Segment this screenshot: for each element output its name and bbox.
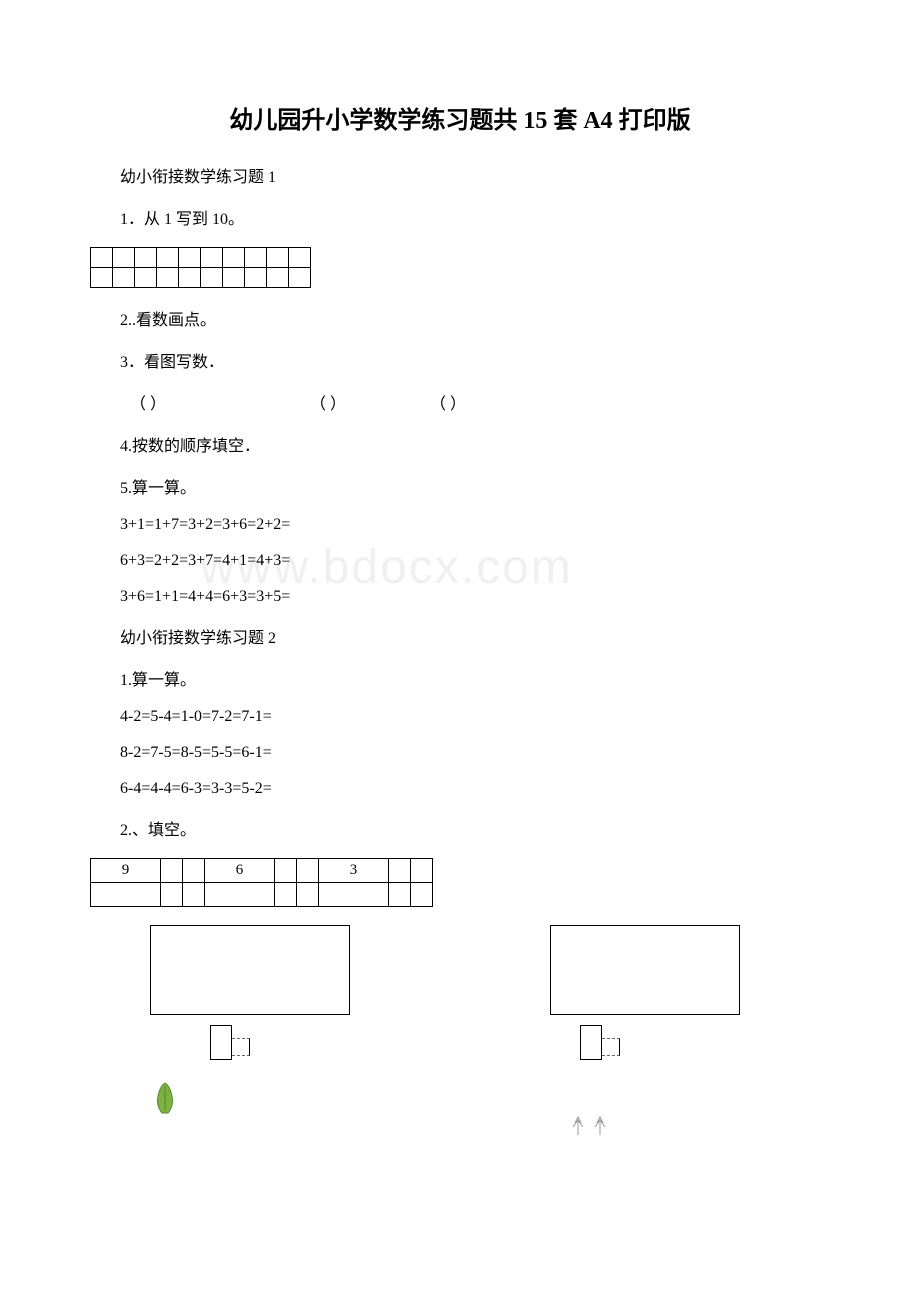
grid-row: [91, 268, 311, 288]
grid-table-1: [90, 247, 311, 288]
subtitle-2: 幼小衔接数学练习题 2: [120, 624, 830, 648]
calc-2-3: 6-4=4-4=6-3=3-3=5-2=: [120, 780, 830, 798]
table-cell: [297, 883, 319, 907]
answer-box-1: [150, 925, 350, 1015]
small-box-row: [210, 1025, 830, 1060]
dash-box: [232, 1038, 250, 1056]
calc-1-3: 3+6=1+1=4+4=6+3=3+5=: [120, 588, 830, 606]
table-row: [91, 883, 433, 907]
calc-1-2: 6+3=2+2=3+7=4+1=4+3=: [120, 552, 830, 570]
parens-row: （ ） （ ） （ ）: [130, 390, 830, 414]
table-cell: [389, 883, 411, 907]
calc-2-2: 8-2=7-5=8-5=5-5=6-1=: [120, 744, 830, 762]
question-5: 5.算一算。: [120, 474, 830, 498]
question-4: 4.按数的顺序填空．: [120, 432, 830, 456]
small-box: [580, 1025, 602, 1060]
table-row: 9 6 3: [91, 859, 433, 883]
calc-1-1: 3+1=1+7=3+2=3+6=2+2=: [120, 516, 830, 534]
question-3: 3．看图写数．: [120, 348, 830, 372]
number-table: 9 6 3: [90, 858, 433, 907]
question-2-1: 1.算一算。: [120, 666, 830, 690]
paren-3: （ ）: [430, 390, 466, 414]
document-content: 幼儿园升小学数学练习题共 15 套 A4 打印版 幼小衔接数学练习题 1 1．从…: [90, 100, 830, 1126]
question-2-2: 2.、填空。: [120, 816, 830, 840]
table-cell: [275, 859, 297, 883]
table-cell: 6: [205, 859, 275, 883]
table-cell: [411, 883, 433, 907]
table-cell: [205, 883, 275, 907]
box-row: [150, 925, 830, 1015]
veggie-icon: [150, 1078, 830, 1126]
table-cell: [319, 883, 389, 907]
table-cell: [91, 883, 161, 907]
table-cell: [411, 859, 433, 883]
paren-1: （ ）: [130, 390, 166, 414]
grid-row: [91, 248, 311, 268]
table-cell: 3: [319, 859, 389, 883]
table-cell: [297, 859, 319, 883]
table-cell: [161, 859, 183, 883]
question-2: 2..看数画点。: [120, 306, 830, 330]
question-1: 1．从 1 写到 10。: [120, 205, 830, 229]
calc-2-1: 4-2=5-4=1-0=7-2=7-1=: [120, 708, 830, 726]
flower-icons: [570, 1105, 620, 1147]
table-cell: [275, 883, 297, 907]
dash-box: [602, 1038, 620, 1056]
table-cell: [183, 859, 205, 883]
table-cell: [161, 883, 183, 907]
small-box-pair-1: [210, 1025, 250, 1060]
table-cell: [183, 883, 205, 907]
page-title: 幼儿园升小学数学练习题共 15 套 A4 打印版: [90, 100, 830, 135]
paren-2: （ ）: [310, 390, 346, 414]
subtitle-1: 幼小衔接数学练习题 1: [120, 163, 830, 187]
small-box-pair-2: [580, 1025, 620, 1060]
answer-box-2: [550, 925, 740, 1015]
table-cell: [389, 859, 411, 883]
table-cell: 9: [91, 859, 161, 883]
small-box: [210, 1025, 232, 1060]
